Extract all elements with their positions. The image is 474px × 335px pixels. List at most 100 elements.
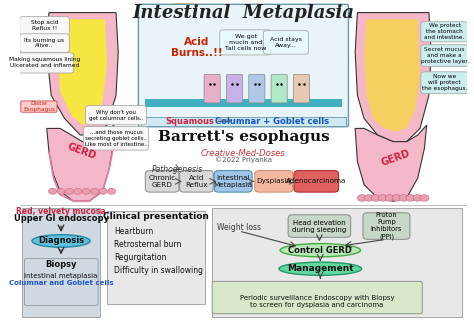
FancyBboxPatch shape: [294, 171, 338, 192]
Text: Dysplasia: Dysplasia: [256, 178, 291, 184]
Text: Barrett's esophagus: Barrett's esophagus: [157, 130, 329, 144]
Text: ⟹: ⟹: [216, 117, 230, 127]
FancyBboxPatch shape: [204, 74, 220, 103]
FancyBboxPatch shape: [288, 215, 351, 237]
Text: Diagnosis: Diagnosis: [38, 237, 84, 246]
Circle shape: [82, 188, 90, 194]
FancyBboxPatch shape: [363, 213, 410, 239]
Text: Pathogenesis: Pathogenesis: [152, 164, 203, 174]
Circle shape: [57, 188, 65, 194]
Polygon shape: [355, 125, 427, 201]
Ellipse shape: [280, 244, 361, 257]
FancyBboxPatch shape: [86, 106, 146, 125]
Polygon shape: [364, 19, 420, 132]
Text: Clinical presentation: Clinical presentation: [103, 212, 209, 221]
Circle shape: [413, 195, 422, 201]
Text: Retrosternal burn: Retrosternal burn: [114, 240, 181, 249]
FancyBboxPatch shape: [255, 171, 293, 192]
Text: Creative-Med-Doses: Creative-Med-Doses: [201, 149, 286, 158]
Circle shape: [371, 195, 380, 201]
Circle shape: [91, 188, 99, 194]
FancyBboxPatch shape: [107, 211, 205, 304]
Text: Management: Management: [287, 264, 354, 273]
FancyBboxPatch shape: [421, 45, 468, 67]
Ellipse shape: [32, 234, 90, 247]
FancyBboxPatch shape: [24, 259, 98, 306]
Circle shape: [385, 195, 394, 201]
Text: Secret mucus
and make a
protective layer.: Secret mucus and make a protective layer…: [420, 47, 469, 64]
Circle shape: [378, 195, 387, 201]
FancyBboxPatch shape: [212, 281, 422, 314]
Text: We got
mucin and
Tall cells now: We got mucin and Tall cells now: [225, 34, 266, 51]
FancyBboxPatch shape: [212, 208, 463, 317]
Polygon shape: [47, 125, 114, 201]
Polygon shape: [355, 13, 431, 142]
Text: Difficulty in swallowing: Difficulty in swallowing: [114, 266, 203, 275]
Polygon shape: [47, 13, 118, 135]
Text: Regurgitation: Regurgitation: [114, 253, 166, 262]
Text: Chronic
GERD: Chronic GERD: [148, 175, 176, 188]
Text: Head elevation
during sleeping: Head elevation during sleeping: [292, 219, 346, 232]
Circle shape: [406, 195, 415, 201]
Text: ...and those mucus
secreting goblet cells..
Like most of intestine..: ...and those mucus secreting goblet cell…: [85, 130, 147, 147]
Circle shape: [420, 195, 429, 201]
Text: Intestinal metaplasia: Intestinal metaplasia: [24, 273, 98, 279]
FancyBboxPatch shape: [22, 208, 100, 317]
Circle shape: [65, 188, 73, 194]
Circle shape: [74, 188, 82, 194]
Text: Biopsy: Biopsy: [46, 260, 77, 269]
Text: Why don't you
get columnar cells..: Why don't you get columnar cells..: [89, 110, 143, 121]
FancyBboxPatch shape: [15, 53, 74, 73]
FancyBboxPatch shape: [20, 16, 69, 35]
Text: Adenocarcinoma: Adenocarcinoma: [286, 178, 346, 184]
Text: Heartburn: Heartburn: [114, 226, 153, 236]
Text: Proton
Pump
Inhibitors
(PPI): Proton Pump Inhibitors (PPI): [371, 212, 402, 240]
Circle shape: [357, 195, 366, 201]
Text: Intestinal  Metaplasia: Intestinal Metaplasia: [132, 4, 355, 21]
Circle shape: [365, 195, 374, 201]
FancyBboxPatch shape: [293, 74, 310, 103]
Text: Periodic surveillance Endoscopy with Biopsy: Periodic surveillance Endoscopy with Bio…: [240, 294, 394, 300]
Ellipse shape: [279, 262, 362, 275]
FancyBboxPatch shape: [263, 30, 309, 54]
Text: Weight loss: Weight loss: [217, 223, 261, 232]
Text: Now we
will protect
the esophagus.: Now we will protect the esophagus.: [422, 74, 467, 91]
Text: Acid
Burns..!!: Acid Burns..!!: [171, 37, 222, 58]
Text: Acid
Reflux: Acid Reflux: [185, 175, 208, 188]
Text: Acid stays
Away...: Acid stays Away...: [270, 37, 302, 48]
Text: Columnar + Goblet cells: Columnar + Goblet cells: [215, 117, 329, 126]
Text: Making squamous lining
Ulcerated and inflamed: Making squamous lining Ulcerated and inf…: [9, 58, 80, 68]
Text: Upper GI endoscopy: Upper GI endoscopy: [14, 214, 109, 223]
Circle shape: [48, 188, 56, 194]
FancyBboxPatch shape: [227, 74, 243, 103]
Text: We protect
the stomach
and intestine.: We protect the stomach and intestine.: [424, 23, 465, 40]
FancyBboxPatch shape: [220, 30, 272, 55]
FancyBboxPatch shape: [20, 34, 69, 52]
Polygon shape: [141, 3, 230, 72]
FancyBboxPatch shape: [180, 171, 213, 192]
FancyBboxPatch shape: [141, 117, 346, 126]
FancyBboxPatch shape: [83, 127, 149, 150]
Text: Intestinal
Metaplasia: Intestinal Metaplasia: [214, 175, 253, 188]
Circle shape: [108, 188, 116, 194]
Text: Squamous: Squamous: [165, 117, 214, 126]
FancyBboxPatch shape: [271, 74, 287, 103]
Circle shape: [392, 195, 401, 201]
FancyBboxPatch shape: [145, 98, 342, 107]
FancyBboxPatch shape: [421, 22, 468, 42]
Text: Columnar and Goblet cells: Columnar and Goblet cells: [9, 280, 113, 286]
FancyBboxPatch shape: [214, 171, 252, 192]
Text: GERD: GERD: [380, 148, 411, 168]
Text: ©2022 Priyanka: ©2022 Priyanka: [215, 156, 272, 163]
Text: GERD: GERD: [66, 142, 98, 161]
Circle shape: [399, 195, 408, 201]
Text: Distal
Esophagus: Distal Esophagus: [23, 101, 55, 112]
FancyBboxPatch shape: [421, 72, 468, 94]
FancyBboxPatch shape: [146, 171, 179, 192]
Text: to screen for dysplasia and carcinoma: to screen for dysplasia and carcinoma: [250, 303, 384, 309]
Polygon shape: [58, 19, 107, 125]
Text: Its burning us
Alive..: Its burning us Alive..: [25, 38, 64, 49]
Text: Stop acid
Reflux !!: Stop acid Reflux !!: [31, 20, 58, 31]
FancyBboxPatch shape: [249, 74, 265, 103]
Circle shape: [99, 188, 107, 194]
